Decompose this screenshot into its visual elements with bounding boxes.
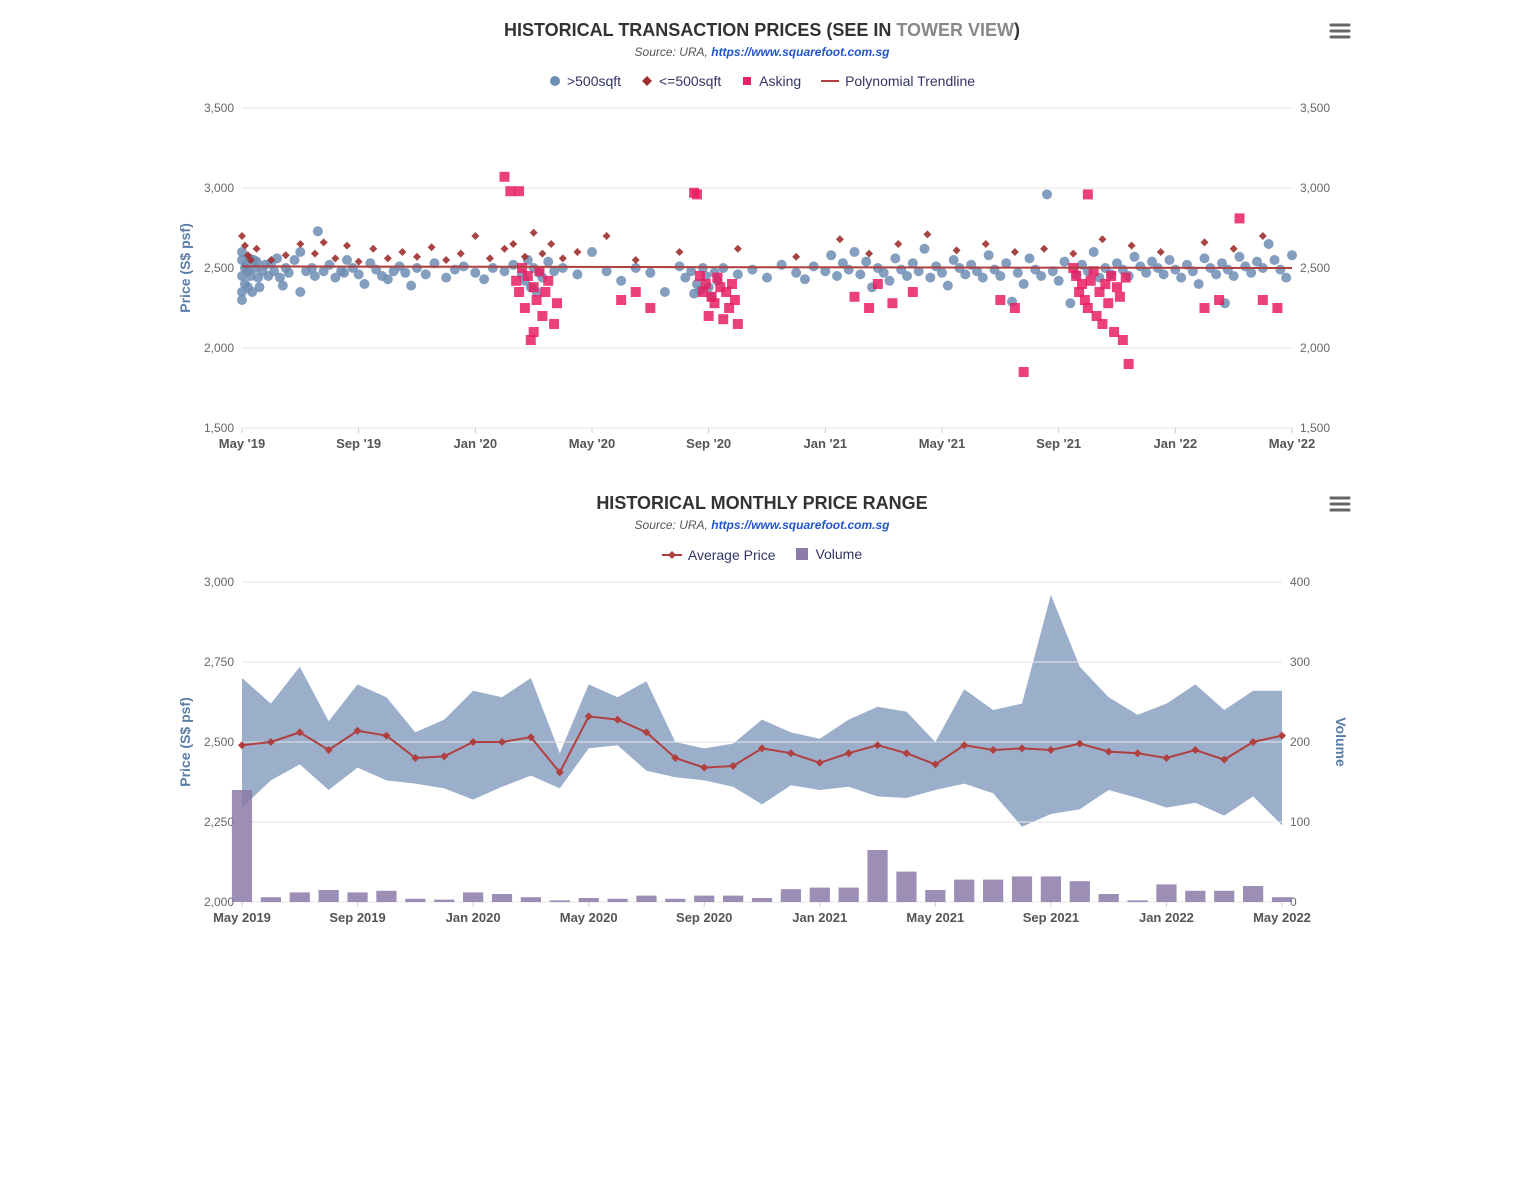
svg-text:Price (S$ psf): Price (S$ psf) <box>177 697 193 786</box>
legend-volume[interactable]: Volume <box>795 546 862 562</box>
chart2-subtitle: Source: URA, https://www.squarefoot.com.… <box>172 518 1352 532</box>
svg-text:Jan 2021: Jan 2021 <box>792 910 847 925</box>
svg-text:200: 200 <box>1290 735 1310 749</box>
svg-text:2,500: 2,500 <box>1300 261 1330 275</box>
svg-text:May '21: May '21 <box>919 436 965 451</box>
svg-text:May 2021: May 2021 <box>906 910 964 925</box>
svg-text:Jan '22: Jan '22 <box>1154 436 1198 451</box>
chart2-menu-button[interactable] <box>1328 493 1352 515</box>
legend-over500[interactable]: >500sqft <box>549 73 621 89</box>
chart1-subtitle: Source: URA, https://www.squarefoot.com.… <box>172 45 1352 59</box>
svg-text:Sep 2019: Sep 2019 <box>329 910 385 925</box>
svg-text:2,000: 2,000 <box>204 341 234 355</box>
svg-text:1,500: 1,500 <box>204 421 234 435</box>
svg-text:Sep '20: Sep '20 <box>686 436 731 451</box>
transaction-prices-chart: HISTORICAL TRANSACTION PRICES (SEE IN TO… <box>172 20 1352 463</box>
svg-text:3,000: 3,000 <box>204 181 234 195</box>
svg-text:Jan 2020: Jan 2020 <box>446 910 501 925</box>
svg-text:3,000: 3,000 <box>1300 181 1330 195</box>
svg-text:2,500: 2,500 <box>204 261 234 275</box>
source-link-2[interactable]: https://www.squarefoot.com.sg <box>711 518 889 532</box>
svg-text:Jan '21: Jan '21 <box>804 436 848 451</box>
source-link[interactable]: https://www.squarefoot.com.sg <box>711 45 889 59</box>
svg-text:2,000: 2,000 <box>204 895 234 909</box>
chart2-plot: 2,0002,2502,5002,7503,0000100200300400Ma… <box>172 572 1352 932</box>
svg-text:May 2020: May 2020 <box>560 910 618 925</box>
tower-view-link[interactable]: TOWER VIEW <box>896 20 1014 40</box>
svg-text:3,500: 3,500 <box>204 101 234 115</box>
chart1-legend: >500sqft <=500sqft Asking Polynomial Tre… <box>172 73 1352 90</box>
svg-text:Sep 2020: Sep 2020 <box>676 910 732 925</box>
svg-text:May 2022: May 2022 <box>1253 910 1311 925</box>
svg-text:May '20: May '20 <box>569 436 615 451</box>
svg-text:May '19: May '19 <box>219 436 265 451</box>
svg-text:2,750: 2,750 <box>204 655 234 669</box>
legend-avg-price[interactable]: Average Price <box>662 547 776 563</box>
chart2-legend: Average Price Volume <box>172 546 1352 564</box>
svg-text:1,500: 1,500 <box>1300 421 1330 435</box>
svg-text:Sep 2021: Sep 2021 <box>1023 910 1079 925</box>
svg-text:Volume: Volume <box>1333 717 1349 767</box>
svg-text:3,500: 3,500 <box>1300 101 1330 115</box>
svg-text:Sep '19: Sep '19 <box>336 436 381 451</box>
legend-under500[interactable]: <=500sqft <box>641 73 721 89</box>
svg-text:2,250: 2,250 <box>204 815 234 829</box>
monthly-price-range-chart: HISTORICAL MONTHLY PRICE RANGE Source: U… <box>172 493 1352 937</box>
svg-text:100: 100 <box>1290 815 1310 829</box>
svg-text:2,500: 2,500 <box>204 735 234 749</box>
svg-text:May 2019: May 2019 <box>213 910 271 925</box>
chart1-title: HISTORICAL TRANSACTION PRICES (SEE IN TO… <box>172 20 1352 41</box>
svg-text:Jan 2022: Jan 2022 <box>1139 910 1194 925</box>
legend-trendline[interactable]: Polynomial Trendline <box>821 73 975 89</box>
svg-text:Price (S$ psf): Price (S$ psf) <box>177 223 193 312</box>
chart1-menu-button[interactable] <box>1328 20 1352 42</box>
chart2-title: HISTORICAL MONTHLY PRICE RANGE <box>172 493 1352 514</box>
legend-asking[interactable]: Asking <box>741 73 801 89</box>
svg-text:400: 400 <box>1290 575 1310 589</box>
svg-text:2,000: 2,000 <box>1300 341 1330 355</box>
svg-text:Jan '20: Jan '20 <box>454 436 498 451</box>
svg-text:3,000: 3,000 <box>204 575 234 589</box>
svg-text:300: 300 <box>1290 655 1310 669</box>
svg-text:Sep '21: Sep '21 <box>1036 436 1081 451</box>
svg-text:May '22: May '22 <box>1269 436 1315 451</box>
chart1-plot: 1,500 1,500 2,000 2,000 2,500 2,500 3,000 3,000… <box>172 98 1352 458</box>
